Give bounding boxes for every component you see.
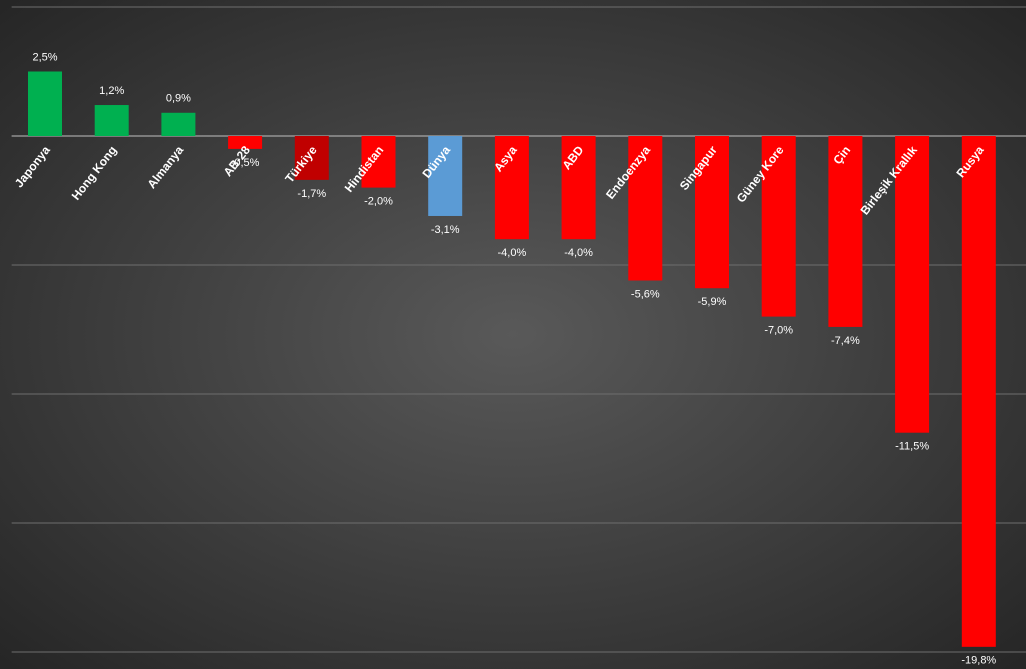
bar [695, 136, 729, 289]
value-label: -3,1% [431, 224, 460, 236]
bar [961, 136, 996, 647]
bar [895, 136, 930, 433]
value-label: -7,4% [831, 335, 860, 347]
bar [428, 136, 463, 216]
value-label: 1,2% [99, 85, 124, 97]
value-label: -2,0% [364, 196, 393, 208]
bar [361, 136, 396, 188]
value-label: -11,5% [895, 441, 929, 453]
bar [228, 136, 263, 149]
value-label: 0,9% [166, 93, 191, 105]
value-label: -7,0% [764, 325, 793, 337]
value-label: -5,6% [631, 288, 660, 300]
value-label: -5,9% [698, 296, 727, 308]
value-label: 2,5% [32, 51, 57, 63]
value-label: -1,7% [297, 188, 326, 200]
value-label: -4,0% [498, 247, 527, 259]
value-label: -19,8% [961, 655, 996, 667]
bar [161, 112, 196, 136]
bar [828, 136, 863, 327]
bar [28, 71, 62, 136]
bar [761, 136, 796, 317]
value-label: -4,0% [564, 247, 593, 259]
value-label: -0,5% [231, 157, 260, 169]
bar [94, 105, 129, 136]
bar [294, 136, 329, 180]
bar [628, 136, 663, 281]
bar [494, 136, 529, 240]
bar [561, 136, 596, 240]
